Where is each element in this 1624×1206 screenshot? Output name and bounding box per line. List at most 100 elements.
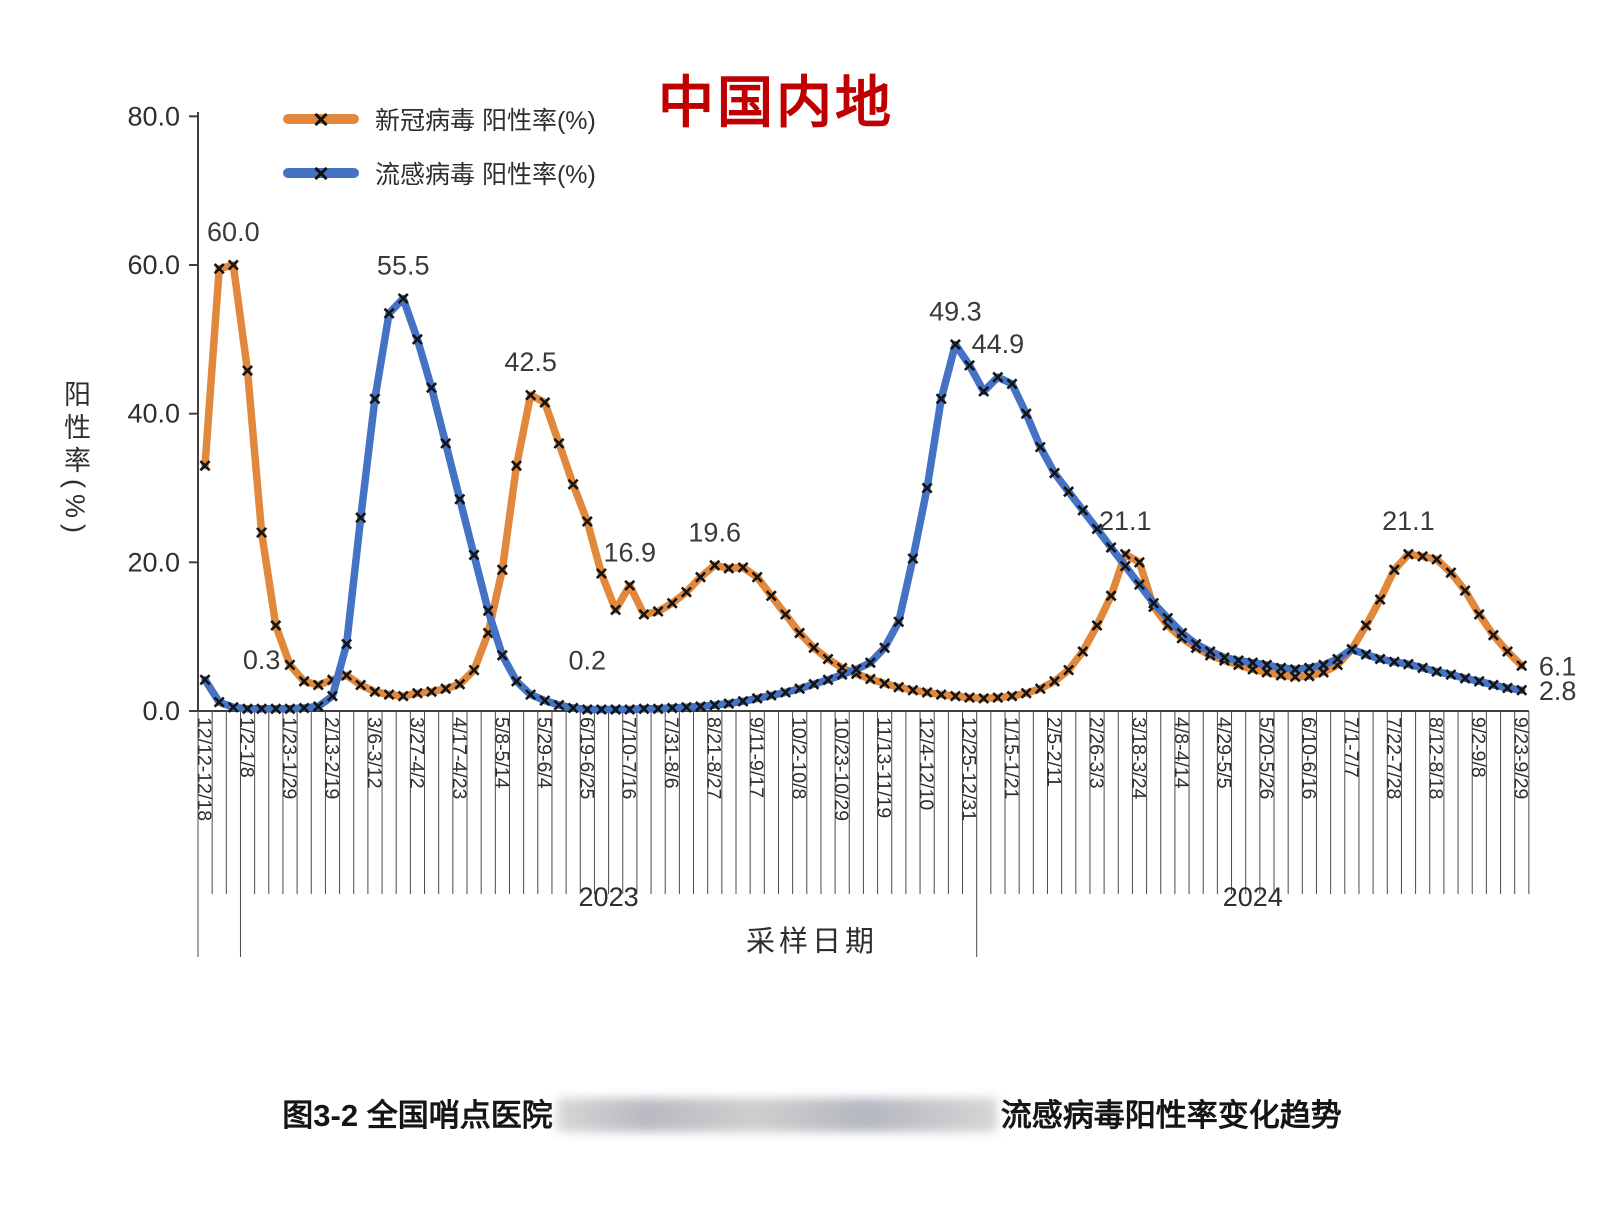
flu-data-marker xyxy=(992,371,1004,383)
flu-data-marker xyxy=(808,678,820,690)
covid-data-marker xyxy=(595,567,607,580)
covid-data-marker xyxy=(879,677,891,690)
flu-data-marker xyxy=(751,692,763,704)
flu-data-marker xyxy=(765,689,777,701)
flu-data-marker xyxy=(850,663,862,675)
data-label: 16.9 xyxy=(603,537,656,567)
flu-data-marker xyxy=(199,674,211,686)
flu-data-marker xyxy=(411,333,423,345)
flu-data-marker xyxy=(949,338,961,351)
flu-data-marker xyxy=(893,616,905,628)
covid-data-marker xyxy=(425,686,438,698)
x-tick-label: 8/21-8/27 xyxy=(703,717,725,799)
covid-data-marker xyxy=(256,527,268,539)
x-tick-label: 9/11-9/17 xyxy=(745,717,767,798)
flu-data-marker xyxy=(298,702,310,714)
covid-data-marker xyxy=(1091,619,1103,632)
covid-data-marker xyxy=(1048,675,1061,687)
flu-data-marker xyxy=(709,699,721,711)
covid-data-marker xyxy=(440,683,452,695)
flu-data-marker xyxy=(383,307,395,319)
page-title: 中国内地 xyxy=(658,71,894,134)
x-tick-label: 3/27-4/2 xyxy=(405,717,427,789)
covid-data-marker xyxy=(1020,687,1032,699)
flu-data-marker xyxy=(468,549,480,561)
x-tick-label: 6/19-6/25 xyxy=(575,717,597,800)
x-tick-label: 7/31-8/6 xyxy=(660,717,682,789)
covid-data-marker xyxy=(1459,585,1471,597)
covid-data-marker xyxy=(921,686,933,698)
flu-data-marker xyxy=(935,393,947,405)
covid-data-marker xyxy=(525,389,537,401)
data-label: 60.0 xyxy=(207,217,260,247)
flu-data-marker xyxy=(1091,523,1103,535)
flu-data-marker xyxy=(1487,679,1499,691)
covid-data-marker xyxy=(808,642,820,654)
year-label-2024: 2024 xyxy=(1223,882,1283,912)
covid-data-marker xyxy=(199,460,211,472)
covid-data-marker xyxy=(893,681,905,693)
flu-data-marker xyxy=(1317,659,1330,671)
covid-data-marker xyxy=(794,627,806,639)
x-tick-label: 5/20-5/26 xyxy=(1255,717,1277,799)
x-tick-label: 4/29-5/5 xyxy=(1212,717,1234,789)
covid-data-marker xyxy=(397,690,409,702)
x-tick-label: 12/25-12/31 xyxy=(958,717,980,821)
covid-data-marker xyxy=(737,561,749,574)
covid-data-marker xyxy=(1445,567,1457,579)
covid-data-marker xyxy=(284,659,296,671)
flu-data-marker xyxy=(1162,612,1174,624)
covid-data-marker xyxy=(213,263,225,275)
flu-data-marker xyxy=(694,700,707,713)
flu-data-marker xyxy=(1459,672,1471,684)
covid-data-marker xyxy=(581,515,593,528)
covid-data-marker xyxy=(694,571,707,583)
covid-data-marker xyxy=(1077,645,1089,658)
x-tick-label: 1/2-1/8 xyxy=(235,717,257,778)
covid-data-marker xyxy=(270,619,282,632)
flu-data-marker xyxy=(652,703,664,715)
flu-data-marker xyxy=(312,700,324,713)
x-tick-label: 2/5-2/11 xyxy=(1042,717,1064,787)
flu-data-marker xyxy=(284,703,296,715)
legend-label-covid: 新冠病毒 阳性率(%) xyxy=(375,107,596,135)
flu-data-marker xyxy=(1119,560,1131,572)
covid-data-marker xyxy=(1360,619,1372,632)
flu-data-marker xyxy=(227,701,239,713)
flu-data-marker xyxy=(638,703,650,715)
flu-data-marker xyxy=(1063,486,1075,498)
flu-data-marker xyxy=(1417,662,1429,674)
data-label: 21.1 xyxy=(1099,506,1152,536)
flu-data-marker xyxy=(1445,669,1457,681)
flu-data-marker xyxy=(482,605,494,617)
covid-data-marker xyxy=(567,478,579,490)
y-tick-label: 0.0 xyxy=(142,696,180,726)
legend-item-flu: 流感病毒 阳性率(%) xyxy=(283,146,596,200)
flu-data-marker xyxy=(921,482,933,494)
x-tick-label: 1/23-1/29 xyxy=(278,717,300,799)
flu-data-marker xyxy=(496,649,508,661)
x-tick-label: 4/8-4/14 xyxy=(1170,717,1192,789)
flu-data-marker xyxy=(680,701,692,713)
x-tick-label: 11/13-11/19 xyxy=(873,717,895,818)
data-label: 0.2 xyxy=(568,646,606,676)
x-tick-label: 7/1-7/7 xyxy=(1340,717,1362,778)
flu-data-marker xyxy=(978,385,990,397)
flu-data-marker xyxy=(525,689,537,701)
x-tick-label: 12/12-12/18 xyxy=(193,717,215,821)
flu-data-marker xyxy=(737,695,749,707)
flu-data-marker xyxy=(1020,408,1032,420)
flu-data-marker xyxy=(539,695,551,707)
x-tick-label: 10/2-10/8 xyxy=(788,717,810,799)
covid-data-marker xyxy=(1516,660,1528,672)
x-tick-label: 3/6-3/12 xyxy=(363,717,385,789)
x-tick-label: 8/12-8/18 xyxy=(1425,717,1447,799)
flu-data-marker xyxy=(666,702,678,714)
flu-data-marker xyxy=(1190,638,1202,650)
x-tick-label: 12/4-12/10 xyxy=(915,717,937,810)
x-tick-label: 9/2-9/8 xyxy=(1467,717,1489,778)
covid-series-line xyxy=(201,261,1526,703)
data-label: 49.3 xyxy=(929,297,982,327)
x-tick-label: 2/26-3/3 xyxy=(1085,717,1107,789)
